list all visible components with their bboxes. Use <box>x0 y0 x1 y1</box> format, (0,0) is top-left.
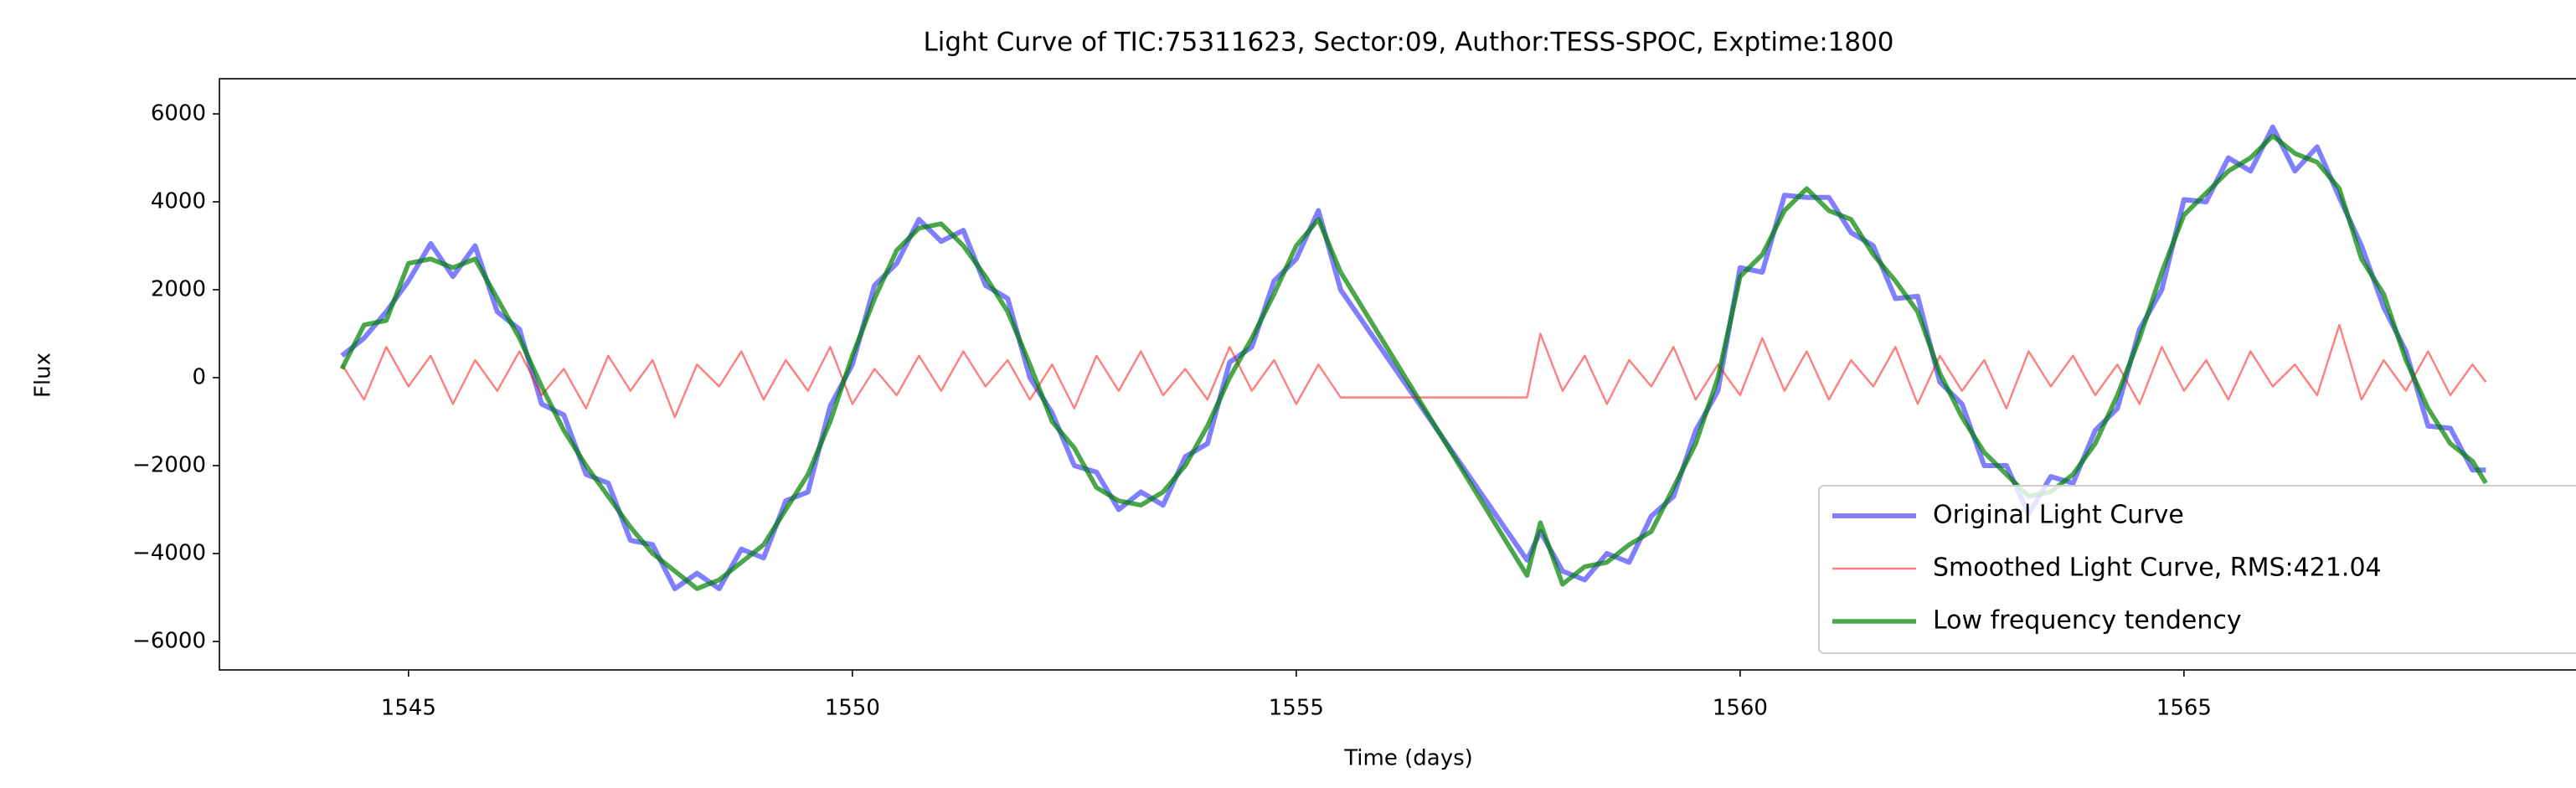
series-line <box>340 124 2486 591</box>
x-tick-label: 1565 <box>2156 696 2212 721</box>
y-axis-label: Flux <box>31 353 56 398</box>
plot-frame <box>219 78 2576 671</box>
y-tick-label: 0 <box>192 364 206 389</box>
legend-box <box>1818 485 2576 654</box>
series-line <box>341 323 2487 419</box>
y-tick-label: −6000 <box>132 628 206 653</box>
x-tick-label: 1550 <box>825 696 880 721</box>
legend-label: Low frequency tendency <box>1933 606 2242 636</box>
series-line <box>339 133 2488 591</box>
chart-title: Light Curve of TIC:75311623, Sector:09, … <box>923 28 1893 58</box>
y-tick-label: 2000 <box>151 276 206 301</box>
y-tick-label: −2000 <box>132 452 206 477</box>
x-tick-label: 1560 <box>1713 696 1768 721</box>
legend: Original Light Curve Smoothed Light Curve… <box>1818 485 2576 654</box>
legend-label: Smoothed Light Curve, RMS:421.04 <box>1933 554 2382 583</box>
y-tick-label: 4000 <box>151 188 206 214</box>
x-axis-label: Time (days) <box>1343 746 1473 771</box>
x-tick-label: 1545 <box>381 696 436 721</box>
legend-label: Original Light Curve <box>1933 501 2184 530</box>
y-tick-label: −4000 <box>132 540 206 565</box>
y-tick-label: 6000 <box>151 100 206 126</box>
x-tick-label: 1555 <box>1269 696 1324 721</box>
